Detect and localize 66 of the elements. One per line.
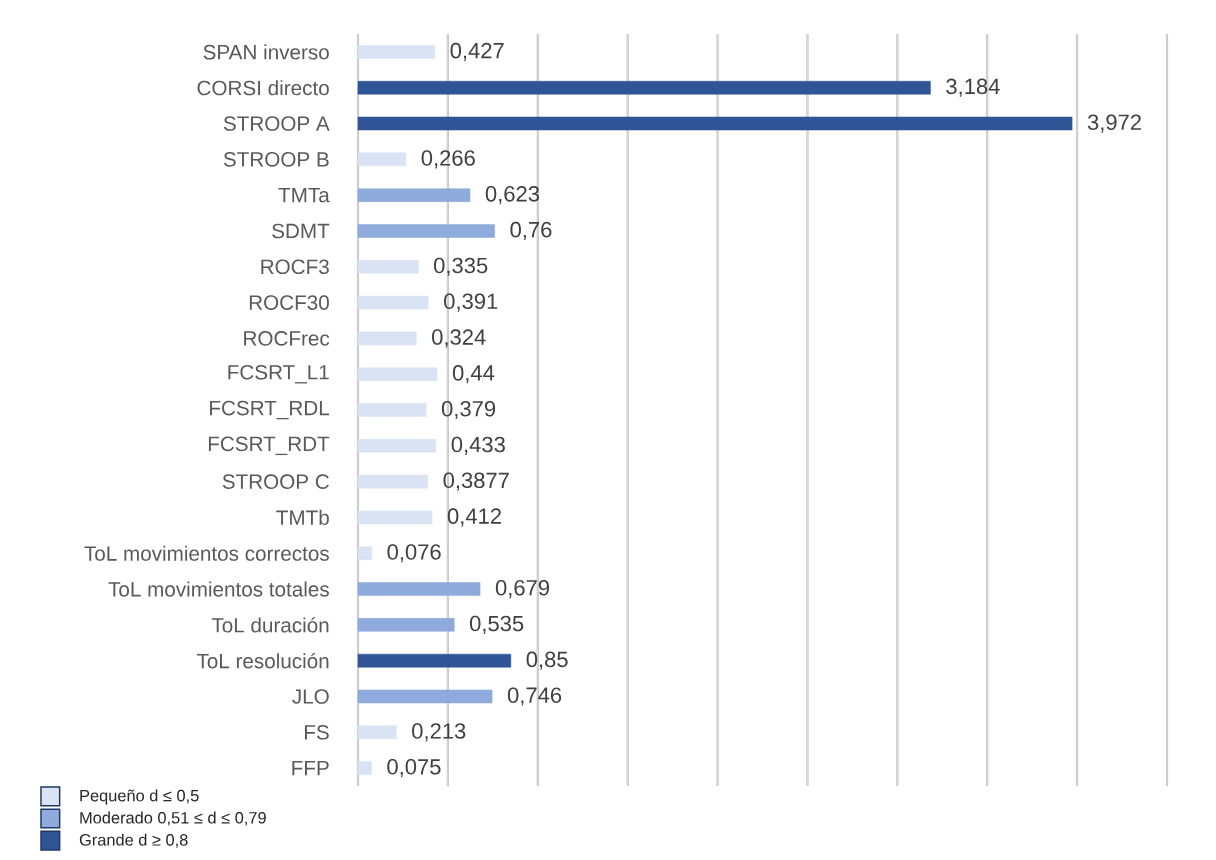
data-label: 0,427 xyxy=(450,42,504,62)
bar xyxy=(357,152,407,167)
y-tick-label: CORSI directo xyxy=(197,80,329,96)
legend-label: Moderado 0,51 ≤ d ≤ 0,79 xyxy=(80,811,266,826)
data-label: 3,184 xyxy=(946,78,1000,97)
bar xyxy=(357,546,372,561)
bar xyxy=(357,367,438,381)
data-label: 0,391 xyxy=(444,293,498,312)
y-tick-label: FCSRT_RDT xyxy=(208,436,330,456)
data-label: 0,44 xyxy=(452,365,495,384)
y-tick-label: STROOP B xyxy=(223,152,329,167)
y-tick-label: SDMT xyxy=(272,223,330,239)
y-tick-label: STROOP A xyxy=(223,116,330,131)
data-label: 0,679 xyxy=(495,579,550,599)
bar xyxy=(357,295,429,310)
bar xyxy=(357,116,1073,131)
data-label: 0,433 xyxy=(451,436,505,455)
data-label: 0,076 xyxy=(387,544,441,563)
bar xyxy=(357,582,481,596)
bar xyxy=(357,403,427,417)
y-tick-label: TMTb xyxy=(276,509,329,526)
data-label: 0,266 xyxy=(421,150,475,169)
y-tick-label: ROCF30 xyxy=(249,295,329,310)
y-tick-label: ROCFrec xyxy=(244,331,330,346)
y-tick-label: ToL resolución xyxy=(196,652,329,669)
data-label: 0,324 xyxy=(432,329,486,348)
y-tick-label: SPAN inverso xyxy=(203,44,329,60)
y-tick-label: FS xyxy=(305,724,329,740)
data-label: 0,535 xyxy=(469,615,524,634)
legend-label: Pequeño d ≤ 0,5 xyxy=(80,789,199,805)
bar xyxy=(357,331,417,346)
bar xyxy=(357,474,428,489)
y-tick-label: FFP xyxy=(292,761,329,776)
y-tick-label: ROCF3 xyxy=(261,259,329,275)
y-tick-label: FCSRT_L1 xyxy=(228,364,329,384)
y-tick-label: ToL duración xyxy=(211,617,329,633)
bar xyxy=(357,510,433,525)
data-label: 0,379 xyxy=(441,400,496,420)
y-tick-label: JLO xyxy=(292,689,329,704)
data-label: 0,213 xyxy=(412,723,466,742)
data-label: 0,623 xyxy=(485,186,540,205)
data-label: 0,3877 xyxy=(443,472,509,491)
bar xyxy=(357,761,372,775)
bar xyxy=(357,260,419,274)
bar xyxy=(357,224,495,238)
data-label: 0,335 xyxy=(434,257,488,276)
y-tick-label: TMTa xyxy=(278,187,330,203)
data-label: 0,85 xyxy=(526,651,568,670)
y-tick-label: ToL movimientos correctos xyxy=(84,545,329,561)
data-label: 3,972 xyxy=(1087,114,1141,133)
y-tick-label: ToL movimientos totales xyxy=(108,581,329,597)
data-label: 0,075 xyxy=(387,759,441,778)
data-label: 0,76 xyxy=(510,221,552,241)
y-tick-label: FCSRT_RDL xyxy=(210,400,330,420)
bar xyxy=(357,188,471,202)
bar xyxy=(357,80,931,95)
bar xyxy=(357,653,512,668)
data-label: 0,746 xyxy=(507,687,562,706)
bar xyxy=(357,618,455,632)
bar xyxy=(357,45,436,59)
data-label: 0,412 xyxy=(447,508,501,527)
bar xyxy=(357,689,493,704)
bar xyxy=(357,439,437,453)
bar xyxy=(357,725,397,740)
y-tick-label: STROOP C xyxy=(222,474,329,489)
legend-label: Grande d ≥ 0,8 xyxy=(79,833,188,848)
